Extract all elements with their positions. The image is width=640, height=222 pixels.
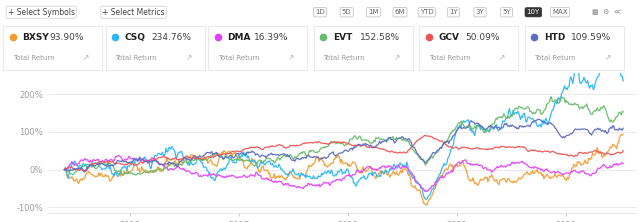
Text: 6M: 6M: [395, 9, 405, 15]
Text: + Select Metrics: + Select Metrics: [102, 8, 165, 17]
Text: ▦  ⚙  ≪: ▦ ⚙ ≪: [592, 9, 621, 15]
FancyBboxPatch shape: [106, 26, 205, 70]
Text: Total Return: Total Return: [13, 55, 54, 61]
Text: ↗: ↗: [288, 54, 294, 62]
Text: ↗: ↗: [83, 54, 90, 62]
FancyBboxPatch shape: [419, 26, 518, 70]
Text: Total Return: Total Return: [534, 55, 576, 61]
Text: 5D: 5D: [342, 9, 351, 15]
Text: EVT: EVT: [333, 33, 352, 42]
Text: Total Return: Total Return: [218, 55, 259, 61]
Text: Total Return: Total Return: [429, 55, 470, 61]
Text: ↗: ↗: [499, 54, 506, 62]
Text: MAX: MAX: [552, 9, 568, 15]
Text: Total Return: Total Return: [323, 55, 365, 61]
Text: 1D: 1D: [315, 9, 325, 15]
Text: 1Y: 1Y: [449, 9, 458, 15]
Text: 234.76%: 234.76%: [152, 33, 192, 42]
Text: 93.90%: 93.90%: [49, 33, 84, 42]
FancyBboxPatch shape: [208, 26, 307, 70]
FancyBboxPatch shape: [525, 26, 624, 70]
Text: 109.59%: 109.59%: [571, 33, 611, 42]
Text: CSQ: CSQ: [125, 33, 146, 42]
Text: 5Y: 5Y: [502, 9, 511, 15]
Text: ↗: ↗: [605, 54, 611, 62]
Text: 3Y: 3Y: [476, 9, 484, 15]
Text: GCV: GCV: [438, 33, 460, 42]
Text: HTD: HTD: [544, 33, 565, 42]
Text: YTD: YTD: [420, 9, 433, 15]
Text: ↗: ↗: [186, 54, 192, 62]
Text: + Select Symbols: + Select Symbols: [8, 8, 75, 17]
Text: ↗: ↗: [394, 54, 400, 62]
Text: BXSY: BXSY: [22, 33, 49, 42]
Text: 152.58%: 152.58%: [360, 33, 400, 42]
Text: DMA: DMA: [227, 33, 251, 42]
Text: 16.39%: 16.39%: [254, 33, 289, 42]
FancyBboxPatch shape: [314, 26, 413, 70]
FancyBboxPatch shape: [3, 26, 102, 70]
Text: 1M: 1M: [368, 9, 379, 15]
Text: Total Return: Total Return: [115, 55, 157, 61]
Text: 10Y: 10Y: [527, 9, 540, 15]
Text: 50.09%: 50.09%: [465, 33, 500, 42]
